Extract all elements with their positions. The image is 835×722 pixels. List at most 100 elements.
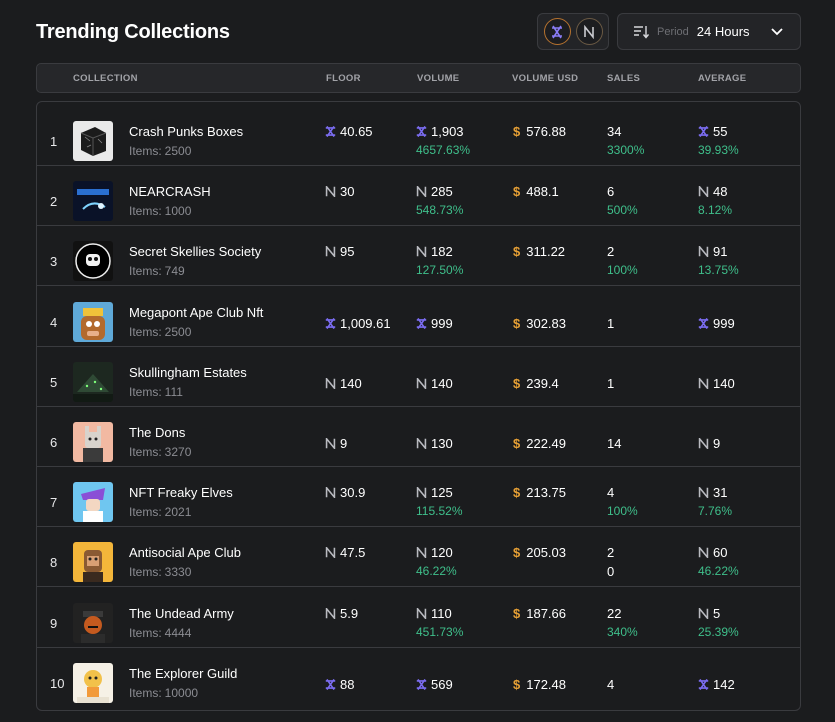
- collection-name: The Explorer Guild: [129, 665, 238, 681]
- volume-usd-value: 239.4: [526, 375, 559, 391]
- volume-cell-value: 1,903: [431, 124, 464, 139]
- collection-name: Crash Punks Boxes: [129, 124, 244, 139]
- table-row[interactable]: 6 The Dons Items: 3270 9 130 $222.49 14 9: [37, 407, 800, 467]
- collection-name: Secret Skellies Society: [129, 244, 262, 260]
- page-title: Trending Collections: [36, 21, 230, 43]
- floor-cell-value: 9: [340, 436, 348, 451]
- floor-cell-value: 88: [340, 676, 355, 692]
- collection-name: NFT Freaky Elves: [129, 485, 233, 501]
- average-cell: 48: [698, 184, 727, 199]
- average-cell-change: 13.75%: [698, 263, 739, 278]
- chain-switcher: [537, 13, 609, 50]
- table-row[interactable]: 4 Megapont Ape Club Nft Items: 2500 1,009.61…: [37, 287, 800, 347]
- chevron-down-icon: [771, 28, 783, 36]
- table-row[interactable]: 9 The Undead Army Items: 4444 5.9 110 451.73% $…: [37, 588, 800, 648]
- zilliqa-chain-button[interactable]: [543, 18, 571, 45]
- period-value: 24 Hours: [696, 24, 750, 39]
- zilliqa-icon: [416, 126, 427, 137]
- dollar-icon: $: [513, 605, 521, 621]
- average-cell-change: 39.93%: [698, 143, 739, 157]
- collection-thumbnail[interactable]: [73, 422, 113, 462]
- volume-cell-change: 46.22%: [416, 564, 457, 579]
- collection-thumbnail[interactable]: [73, 301, 113, 342]
- rank-number: 8: [50, 555, 58, 571]
- floor-cell: 47.5: [325, 545, 365, 560]
- average-cell-change: 25.39%: [698, 624, 739, 639]
- sales-secondary: 0: [607, 564, 615, 580]
- column-floor[interactable]: FLOOR: [326, 73, 361, 84]
- average-cell-value: 140: [713, 375, 735, 391]
- volume-cell: 140: [416, 376, 453, 391]
- volume-usd-value: 172.48: [526, 676, 566, 692]
- column-sales[interactable]: SALES: [607, 73, 641, 84]
- volume-cell: 1,903: [416, 124, 464, 139]
- volume-cell-value: 285: [431, 184, 453, 200]
- volume-cell: 110: [416, 606, 452, 621]
- near-chain-button[interactable]: [575, 18, 603, 45]
- sort-icon: [634, 25, 649, 39]
- collection-thumbnail[interactable]: [73, 181, 113, 222]
- collection-thumbnail[interactable]: [73, 602, 113, 643]
- collection-items: Items: 4444: [129, 626, 191, 640]
- sales-value: 14: [607, 436, 622, 451]
- items-count: 1000: [164, 204, 192, 219]
- near-icon: [698, 186, 709, 198]
- table-row[interactable]: 2 NEARCRASH Items: 1000 30 285 548.73% $488.1 6 5…: [37, 166, 800, 227]
- table-row[interactable]: 10 The Explorer Guild Items: 10000 88 569 $172…: [37, 648, 800, 708]
- dollar-icon: $: [513, 545, 521, 561]
- table-row[interactable]: 8 Antisocial Ape Club Items: 3330 47.5 120 46.…: [37, 527, 800, 588]
- sales-value: 4: [607, 485, 615, 501]
- volume-usd-cell: $205.03: [513, 545, 566, 560]
- collection-items: Items: 3270: [129, 445, 191, 459]
- collection-thumbnail[interactable]: [73, 241, 113, 282]
- average-cell: 91: [698, 244, 727, 259]
- collection-items: Items: 2500: [129, 144, 191, 158]
- collection-thumbnail[interactable]: [73, 662, 113, 703]
- row-divider: [37, 345, 800, 347]
- volume-cell: 569: [416, 677, 453, 692]
- collection-thumbnail[interactable]: [73, 482, 113, 523]
- volume-usd-cell: $576.88: [513, 124, 566, 139]
- near-icon: [698, 607, 709, 619]
- volume-cell-change: 127.50%: [416, 263, 464, 278]
- dollar-icon: $: [513, 124, 521, 139]
- column-volume-usd[interactable]: VOLUME USD: [512, 73, 579, 84]
- column-average[interactable]: AVERAGE: [698, 73, 747, 84]
- average-cell: 140: [698, 376, 735, 391]
- near-icon: [325, 246, 336, 258]
- floor-cell-value: 95: [340, 244, 355, 260]
- period-dropdown[interactable]: Period 24 Hours: [617, 13, 801, 50]
- floor-cell-value: 140: [340, 375, 362, 391]
- average-cell: 5: [698, 606, 720, 621]
- near-icon: [416, 607, 427, 619]
- rank-number: 1: [50, 134, 58, 149]
- items-label: Items:: [129, 565, 162, 580]
- near-icon: [325, 438, 336, 449]
- table-row[interactable]: 1 Crash Punks Boxes Items: 2500 40.65 1,903 46…: [37, 106, 800, 166]
- collection-thumbnail[interactable]: [73, 361, 113, 402]
- table-row[interactable]: 7 NFT Freaky Elves Items: 2021 30.9 125 115.52…: [37, 467, 800, 528]
- volume-cell: 285: [416, 184, 453, 199]
- volume-usd-cell: $172.48: [513, 677, 566, 692]
- zilliqa-icon: [698, 317, 709, 329]
- collection-thumbnail[interactable]: [73, 121, 113, 161]
- near-icon: [325, 377, 336, 389]
- sales-change: 340%: [607, 624, 638, 639]
- column-collection[interactable]: COLLECTION: [73, 73, 138, 84]
- dollar-icon: $: [513, 436, 521, 451]
- collection-thumbnail[interactable]: [73, 542, 113, 583]
- floor-cell-value: 47.5: [340, 545, 366, 561]
- near-icon: [584, 24, 594, 39]
- column-volume[interactable]: VOLUME: [417, 73, 460, 84]
- table-row[interactable]: 3 Secret Skellies Society Items: 749 95 182 12…: [37, 226, 800, 287]
- dollar-icon: $: [513, 315, 521, 331]
- volume-usd-value: 311.22: [526, 244, 566, 260]
- items-label: Items:: [129, 625, 162, 640]
- floor-cell-value: 30.9: [340, 485, 366, 501]
- zilliqa-icon: [325, 678, 336, 690]
- sales-change: 500%: [607, 203, 638, 218]
- rank-number: 7: [50, 495, 58, 511]
- table-row[interactable]: 5 Skullingham Estates Items: 111 140 140 $239.…: [37, 347, 800, 407]
- floor-cell-value: 5.9: [340, 605, 359, 621]
- near-icon: [325, 607, 336, 619]
